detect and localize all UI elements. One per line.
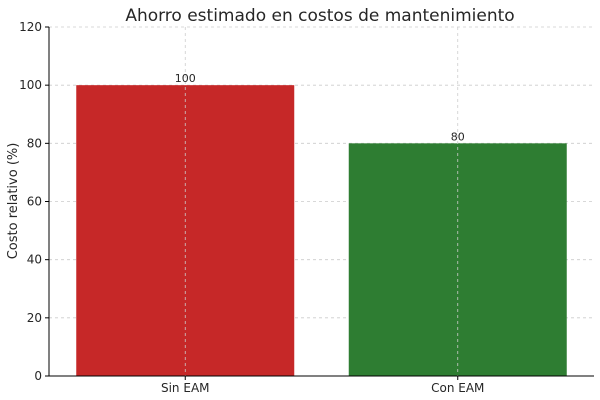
bar: [348, 143, 567, 376]
y-tick-label: 80: [27, 136, 42, 150]
y-tick-label: 60: [27, 195, 42, 209]
y-tick-label: 0: [34, 369, 42, 383]
chart-title: Ahorro estimado en costos de mantenimien…: [125, 6, 514, 26]
ticks: 0 20 40 60 80 100 120 Sin EAM Con EAM: [19, 20, 484, 395]
bar: [76, 85, 295, 377]
data-labels: 100 80: [175, 72, 465, 143]
data-label: 80: [451, 130, 465, 143]
y-axis-label: Costo relativo (%): [6, 143, 21, 260]
y-tick-label: 40: [27, 253, 42, 267]
x-tick-label: Con EAM: [431, 381, 484, 395]
y-tick-label: 100: [19, 78, 42, 92]
data-label: 100: [175, 72, 196, 85]
y-tick-label: 120: [19, 20, 42, 34]
vertical-grid: [184, 27, 459, 376]
y-tick-label: 20: [27, 311, 42, 325]
x-tick-label: Sin EAM: [161, 381, 210, 395]
bars: [76, 85, 567, 377]
